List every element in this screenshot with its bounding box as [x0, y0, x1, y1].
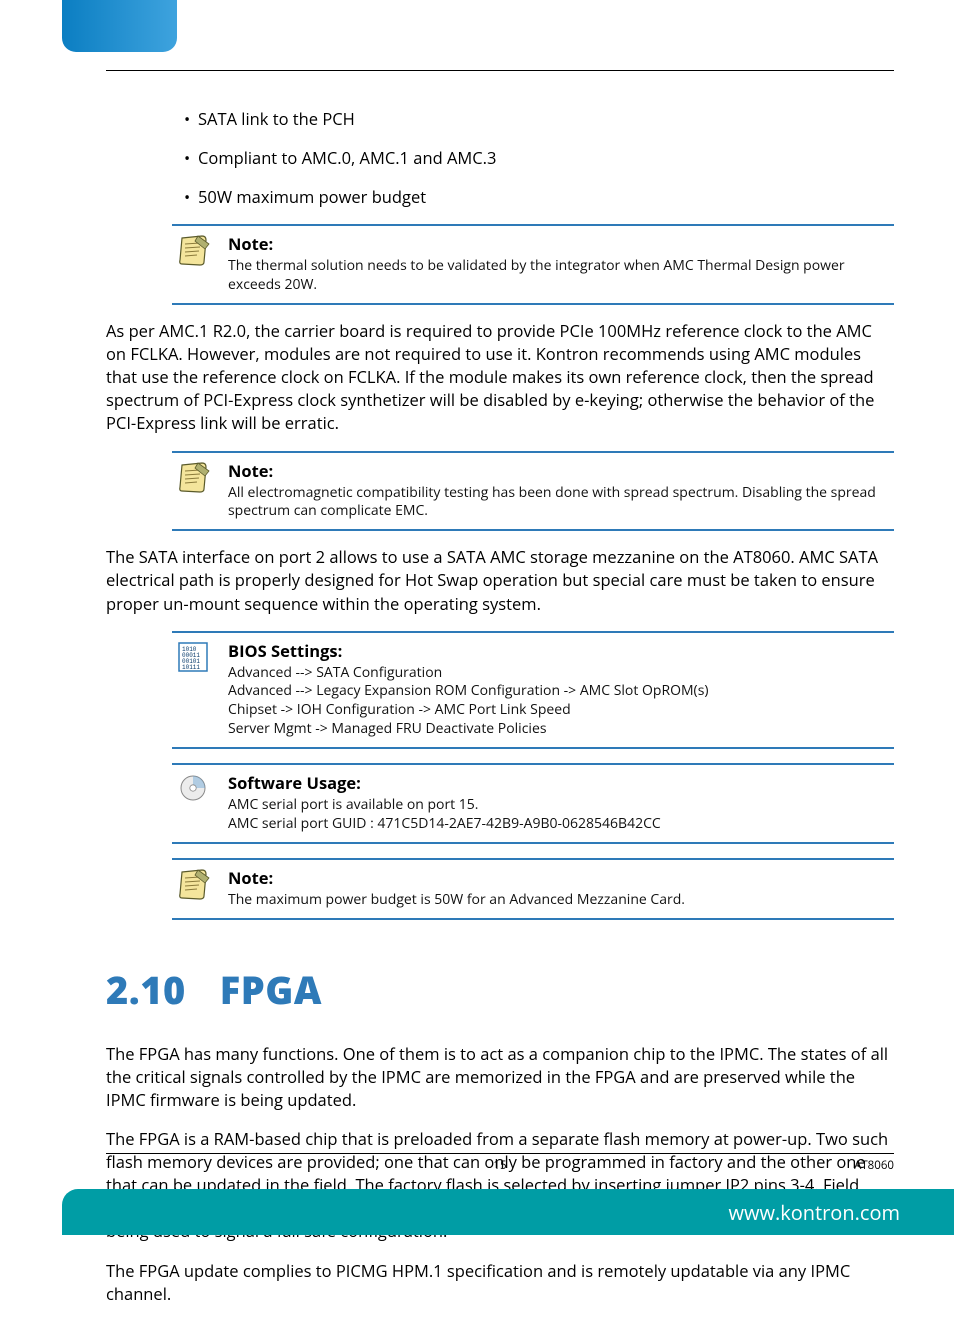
- brand-bar: www.kontron.com: [62, 1189, 954, 1235]
- section-heading: 2.10 FPGA: [106, 964, 894, 1016]
- callout-line: Server Mgmt -> Managed FRU Deactivate Po…: [228, 720, 894, 739]
- bullet-item: Compliant to AMC.0, AMC.1 and AMC.3: [184, 146, 894, 169]
- bullet-item: SATA link to the PCH: [184, 107, 894, 130]
- disc-icon: [172, 771, 214, 803]
- svg-text:10111: 10111: [182, 664, 200, 671]
- note-callout: Note: All electromagnetic compatibility …: [172, 451, 894, 532]
- page: SATA link to the PCH Compliant to AMC.0,…: [0, 0, 954, 1235]
- note-callout: Note: The maximum power budget is 50W fo…: [172, 858, 894, 920]
- callout-title: Note:: [228, 459, 894, 482]
- top-rule: [106, 70, 894, 71]
- section-title: FPGA: [220, 964, 322, 1016]
- callout-title: Note:: [228, 866, 894, 889]
- section-number: 2.10: [106, 964, 186, 1016]
- note-icon: [172, 866, 214, 902]
- software-callout: Software Usage: AMC serial port is avail…: [172, 763, 894, 844]
- callout-text: The thermal solution needs to be validat…: [228, 257, 894, 295]
- paragraph: The SATA interface on port 2 allows to u…: [106, 545, 894, 614]
- callout-title: BIOS Settings:: [228, 639, 894, 662]
- brand-url: www.kontron.com: [728, 1199, 900, 1226]
- callout-body: Note: The maximum power budget is 50W fo…: [228, 866, 894, 910]
- callout-title: Software Usage:: [228, 771, 894, 794]
- binary-icon: 1010 00011 00101 10111: [172, 639, 214, 673]
- content-area: SATA link to the PCH Compliant to AMC.0,…: [106, 70, 894, 1321]
- footer-page-number: 15: [106, 1158, 894, 1173]
- paragraph: The FPGA update complies to PICMG HPM.1 …: [106, 1259, 894, 1305]
- paragraph: As per AMC.1 R2.0, the carrier board is …: [106, 319, 894, 434]
- note-icon: [172, 459, 214, 495]
- callout-title: Note:: [228, 232, 894, 255]
- callout-line: AMC serial port GUID : 471C5D14-2AE7-42B…: [228, 815, 894, 834]
- paragraph: The FPGA has many functions. One of them…: [106, 1042, 894, 1111]
- callout-line: Advanced --> SATA Configuration: [228, 664, 894, 683]
- note-icon: [172, 232, 214, 268]
- callout-body: Software Usage: AMC serial port is avail…: [228, 771, 894, 834]
- page-footer: 15 AT8060: [106, 1153, 894, 1173]
- bios-callout: 1010 00011 00101 10111 BIOS Settings: Ad…: [172, 631, 894, 750]
- callout-body: Note: The thermal solution needs to be v…: [228, 232, 894, 295]
- note-callout: Note: The thermal solution needs to be v…: [172, 224, 894, 305]
- callout-line: Advanced --> Legacy Expansion ROM Config…: [228, 682, 894, 701]
- callout-line: AMC serial port is available on port 15.: [228, 796, 894, 815]
- callout-text: All electromagnetic compatibility testin…: [228, 484, 894, 522]
- header-tab: [62, 0, 177, 52]
- callout-line: Chipset -> IOH Configuration -> AMC Port…: [228, 701, 894, 720]
- callout-text: The maximum power budget is 50W for an A…: [228, 891, 894, 910]
- bullet-list: SATA link to the PCH Compliant to AMC.0,…: [184, 107, 894, 208]
- callout-body: Note: All electromagnetic compatibility …: [228, 459, 894, 522]
- callout-body: BIOS Settings: Advanced --> SATA Configu…: [228, 639, 894, 740]
- bullet-item: 50W maximum power budget: [184, 185, 894, 208]
